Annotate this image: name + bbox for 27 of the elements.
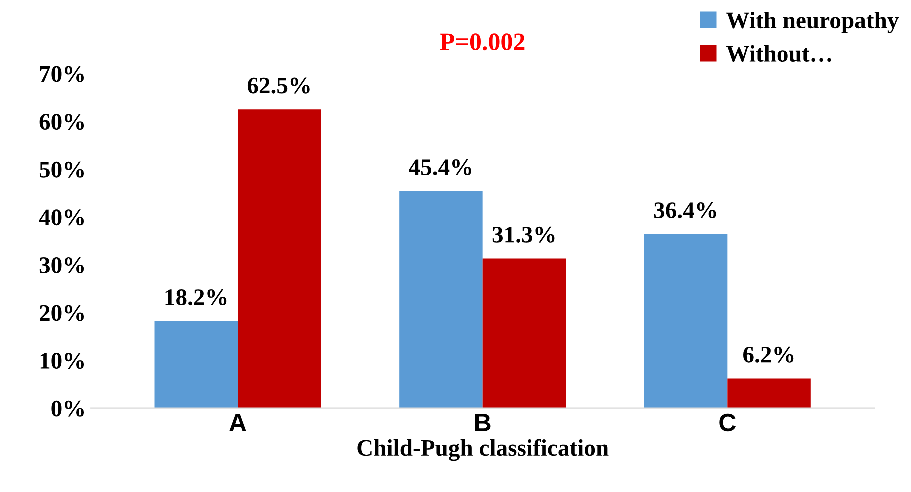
y-tick-label: 10% xyxy=(40,353,84,370)
bar xyxy=(154,321,238,408)
data-label: 18.2% xyxy=(166,290,227,306)
data-label: 45.4% xyxy=(409,160,472,176)
y-tick-label: 20% xyxy=(40,305,84,322)
x-tick-label: B xyxy=(475,414,491,432)
y-tick-label: 50% xyxy=(40,162,84,178)
bar xyxy=(238,110,322,408)
y-tick-label: 60% xyxy=(40,114,84,130)
text: P=0.002 xyxy=(440,34,525,51)
bar xyxy=(400,191,483,408)
legend-label: With neuropathy xyxy=(726,12,899,34)
y-tick-label: 30% xyxy=(40,257,84,274)
y-tick-label: 0% xyxy=(52,400,84,417)
x-axis-title: Child-Pugh classification xyxy=(358,439,609,462)
y-tick-label: 70% xyxy=(40,66,84,82)
data-label: 62.5% xyxy=(248,78,310,94)
bar xyxy=(728,378,811,408)
data-label: 6.2% xyxy=(744,346,794,363)
legend-label: Without… xyxy=(726,45,832,62)
data-label: 36.4% xyxy=(654,202,716,219)
x-tick-label: C xyxy=(720,414,736,432)
bar xyxy=(482,258,566,408)
x-tick-label: A xyxy=(230,414,246,432)
data-label: 31.3% xyxy=(492,226,555,243)
y-tick-label: 40% xyxy=(39,210,84,226)
bar xyxy=(644,234,728,408)
